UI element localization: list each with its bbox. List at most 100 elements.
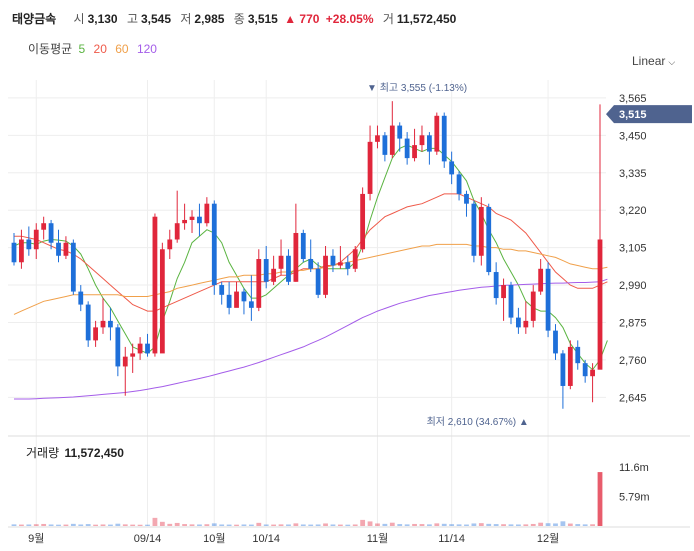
volume-bar — [93, 524, 98, 526]
volume-bar — [389, 522, 395, 526]
candle-body — [352, 249, 358, 269]
moving-average-lines — [13, 144, 608, 400]
volume-panel-label: 거래량 — [26, 446, 60, 460]
volume-bar — [11, 524, 17, 526]
candle-body — [85, 304, 91, 341]
ma-5-label: 5 — [78, 42, 86, 56]
candle-body — [545, 268, 551, 331]
volume-bar — [159, 521, 165, 526]
candle-body — [115, 327, 121, 367]
volume-bar — [323, 523, 328, 526]
stock-header: 태양금속 시 3,130 고 3,545 저 2,985 종 3,515 ▲ 770 +… — [12, 10, 456, 27]
volume-title: 거래량 11,572,450 — [26, 444, 124, 461]
candle-body — [219, 285, 225, 295]
candle-body — [197, 216, 202, 224]
candle-body — [93, 327, 98, 341]
time-tick-label: 09/14 — [134, 533, 162, 545]
price-tick-label: 2,760 — [619, 355, 647, 367]
volume-bar — [145, 524, 150, 526]
volume-bar — [449, 524, 455, 526]
volume-bar — [582, 524, 588, 526]
low-value: 2,985 — [194, 12, 225, 26]
candle-body — [337, 262, 343, 266]
candle-body — [271, 268, 277, 282]
candle-body — [486, 206, 492, 273]
candle-body — [278, 255, 284, 269]
candle-body — [397, 125, 403, 139]
candle-body — [375, 135, 380, 142]
candle-body — [100, 320, 106, 328]
volume-bar — [590, 524, 595, 526]
candle-body — [441, 115, 447, 162]
volume-bar — [478, 523, 484, 526]
candle-body — [226, 294, 232, 308]
candle-body — [26, 239, 32, 250]
candle-body — [159, 249, 165, 354]
volume-bar — [78, 524, 84, 526]
candle-body — [78, 291, 84, 305]
candle-body — [174, 223, 180, 240]
volume-bar — [426, 524, 432, 526]
volume-bar — [456, 524, 462, 526]
candle-body — [137, 343, 143, 354]
volume-bar — [241, 524, 247, 526]
moving-average-legend[interactable]: 이동평균 5 20 60 120 — [28, 40, 162, 57]
volume-bar — [352, 524, 358, 526]
candle-body — [516, 317, 521, 328]
chevron-down-icon: ⌵ — [668, 57, 676, 67]
current-price-tag — [606, 105, 692, 124]
volume-panel-value: 11,572,450 — [64, 446, 124, 460]
candles — [11, 101, 603, 409]
annotations: 3,515 ▼ 최고 3,555 (-1.13%) 최저 2,610 (34.67%… — [367, 82, 692, 428]
time-tick-label: 12월 — [537, 532, 559, 545]
volume-bar — [19, 524, 24, 526]
volume-bar — [308, 524, 314, 526]
stock-name: 태양금속 — [12, 12, 57, 26]
candle-body — [286, 255, 291, 282]
open-label: 시 — [73, 12, 85, 26]
volume-bar — [560, 521, 566, 526]
volume-bar — [412, 523, 417, 526]
candle-body — [449, 161, 455, 175]
candle-body — [182, 219, 188, 224]
candle-body — [189, 216, 195, 220]
candle-body — [478, 206, 484, 256]
volume-bar — [293, 523, 299, 526]
candle-body — [360, 193, 366, 250]
candle-body — [263, 259, 269, 282]
volume-bar — [382, 523, 388, 526]
volume-bar — [263, 524, 269, 526]
ma-60-label: 60 — [115, 42, 129, 56]
volume-bar — [197, 524, 202, 526]
candle-body — [315, 268, 321, 295]
volume-bar — [597, 472, 603, 526]
volume-bar — [204, 524, 210, 526]
close-value: 3,515 — [247, 12, 278, 26]
volume-bar — [152, 517, 158, 526]
ma-120-line — [14, 278, 608, 400]
volume-bar — [337, 524, 343, 526]
price-tick-label: 3,335 — [619, 168, 647, 180]
volume-bar — [256, 522, 262, 526]
candle-body — [464, 193, 469, 204]
candle-body — [567, 346, 573, 386]
candle-body — [293, 232, 299, 282]
candle-body — [508, 285, 514, 318]
price-tick-label: 3,450 — [619, 130, 647, 142]
candle-body — [367, 141, 373, 194]
volume-bar — [523, 524, 529, 526]
low-label: 저 — [180, 12, 192, 26]
candle-body — [323, 255, 328, 295]
candle-body — [167, 239, 173, 250]
volume-bar — [108, 524, 113, 526]
candle-body — [152, 216, 158, 354]
volume-bar — [367, 521, 373, 526]
axes: 3,565 3,450 3,335 3,220 3,105 2,990 2,875 2,760… — [8, 93, 690, 545]
candle-body — [523, 320, 529, 328]
scale-selector[interactable]: Linear ⌵ — [632, 54, 675, 68]
time-tick-label: 11/14 — [438, 533, 465, 545]
candle-body — [434, 115, 440, 152]
volume-bar — [375, 523, 380, 526]
volume-bar — [63, 524, 69, 526]
